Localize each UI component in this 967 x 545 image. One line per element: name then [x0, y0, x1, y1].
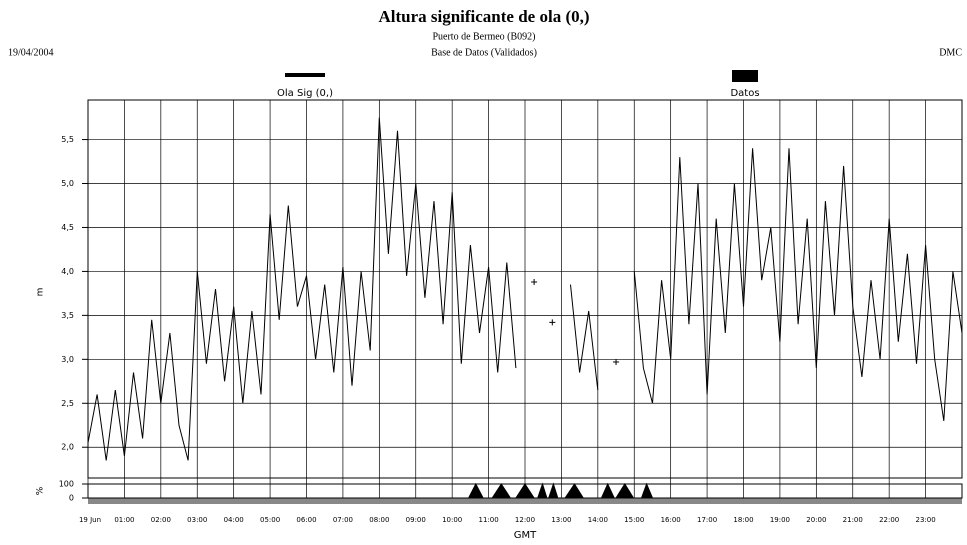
x-tick-label: 16:00 — [661, 516, 681, 524]
legend-label: Datos — [730, 88, 759, 99]
x-tick-label: 03:00 — [187, 516, 207, 524]
x-tick-label: 06:00 — [296, 516, 316, 524]
x-tick-label: 15:00 — [624, 516, 644, 524]
x-tick-label: 08:00 — [369, 516, 389, 524]
x-tick-label: 19:00 — [770, 516, 790, 524]
x-tick-label: 19 Jun — [79, 516, 101, 524]
x-axis-label: GMT — [514, 530, 537, 541]
y-axis-label: m — [36, 288, 46, 297]
x-tick-label: 14:00 — [588, 516, 608, 524]
y-tick-label: 3,5 — [61, 311, 74, 320]
source: DMC — [939, 47, 962, 58]
date: 19/04/2004 — [8, 47, 54, 58]
y-tick-label: 2,0 — [61, 443, 74, 452]
subtitle: Base de Datos (Validados) — [431, 47, 537, 58]
x-tick-label: 07:00 — [333, 516, 353, 524]
x-tick-label: 21:00 — [843, 516, 863, 524]
x-tick-label: 13:00 — [551, 516, 571, 524]
y-tick-label: 4,0 — [61, 267, 74, 276]
x-tick-label: 05:00 — [260, 516, 280, 524]
y-tick-label: 4,5 — [61, 223, 74, 232]
x-tick-label: 20:00 — [806, 516, 826, 524]
data-line — [87, 117, 963, 461]
x-tick-label: 01:00 — [114, 516, 134, 524]
x-tick-label: 18:00 — [733, 516, 753, 524]
y-tick-label: 2,5 — [61, 399, 74, 408]
y-tick-label: 5,0 — [61, 179, 74, 188]
x-tick-label: 04:00 — [224, 516, 244, 524]
x-tick-label: 22:00 — [879, 516, 899, 524]
point-marker — [613, 358, 620, 365]
x-tick-label: 10:00 — [442, 516, 462, 524]
legend-swatch — [732, 70, 758, 82]
y-tick-label: 3,0 — [61, 355, 74, 364]
baseline-band — [88, 498, 962, 504]
subtitle: Puerto de Bermeo (B092) — [432, 31, 535, 42]
legend-label: Ola Sig (0,) — [277, 88, 333, 99]
x-tick-label: 17:00 — [697, 516, 717, 524]
x-tick-label: 12:00 — [515, 516, 535, 524]
point-marker — [549, 319, 556, 326]
x-tick-label: 09:00 — [406, 516, 426, 524]
chart-title: Altura significante de ola (0,) — [378, 7, 589, 26]
y-tick-label: 0 — [69, 494, 74, 503]
x-tick-label: 23:00 — [915, 516, 935, 524]
y-tick-label: 100 — [59, 480, 74, 489]
point-marker — [531, 278, 538, 285]
y-tick-label: 5,5 — [61, 135, 74, 144]
y-axis-label: % — [36, 486, 46, 495]
data-area — [467, 482, 654, 499]
plot-frame — [87, 99, 963, 479]
x-tick-label: 11:00 — [478, 516, 498, 524]
x-tick-label: 02:00 — [151, 516, 171, 524]
